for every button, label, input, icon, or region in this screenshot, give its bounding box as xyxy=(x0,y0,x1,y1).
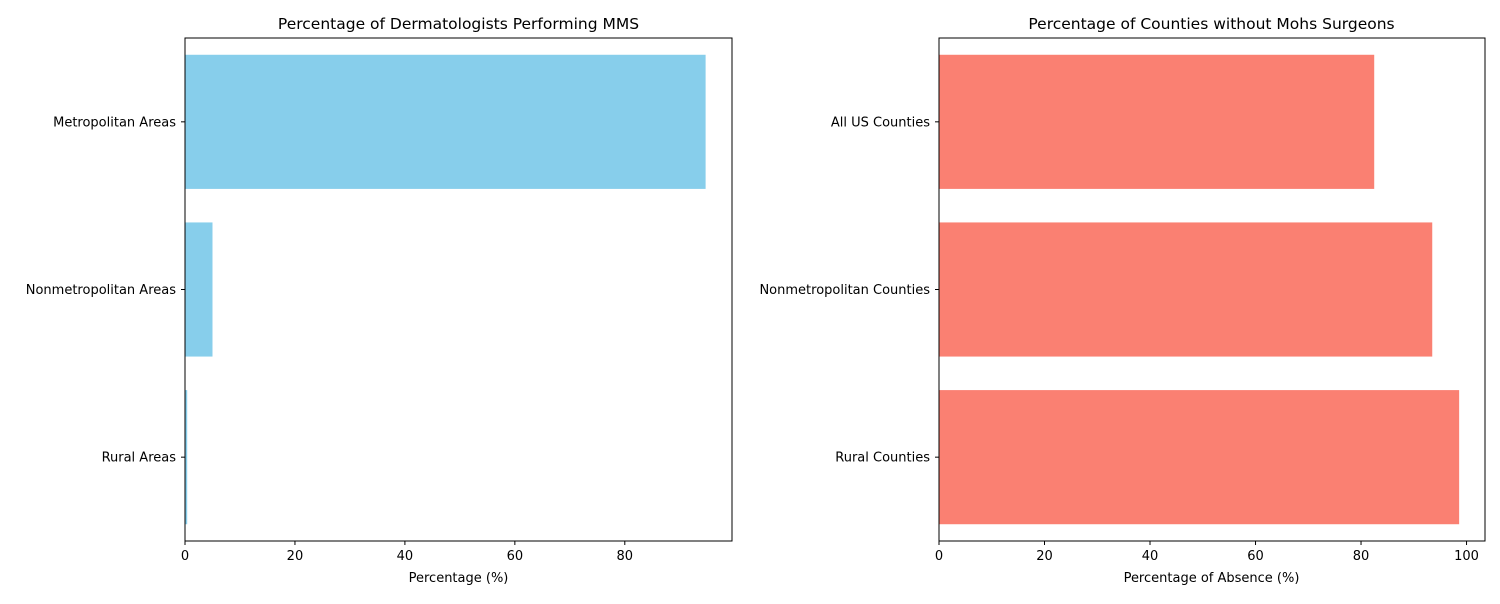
y-tick-label: All US Counties xyxy=(831,115,930,130)
bar-0 xyxy=(185,54,706,189)
bar-2 xyxy=(185,390,188,525)
bar-0 xyxy=(939,54,1375,189)
chart-counties-without-mohs: Percentage of Counties without Mohs Surg… xyxy=(759,15,1486,586)
chart-title: Percentage of Dermatologists Performing … xyxy=(278,15,639,33)
bars xyxy=(939,54,1460,525)
y-tick-label: Rural Areas xyxy=(102,451,177,466)
chart-dermatologists-mms: Percentage of Dermatologists Performing … xyxy=(26,15,733,586)
x-axis-ticks: 0 20 40 60 80 xyxy=(181,541,633,564)
x-tick-label: 60 xyxy=(507,549,524,564)
x-tick-label: 60 xyxy=(1247,549,1264,564)
chart-title: Percentage of Counties without Mohs Surg… xyxy=(1028,15,1394,33)
x-tick-label: 100 xyxy=(1454,549,1479,564)
x-tick-label: 40 xyxy=(1142,549,1159,564)
y-tick-label: Nonmetropolitan Counties xyxy=(759,283,930,298)
y-axis-ticks: Metropolitan Areas Nonmetropolitan Areas R… xyxy=(26,115,185,466)
x-tick-label: 0 xyxy=(935,549,943,564)
x-tick-label: 80 xyxy=(1353,549,1370,564)
x-tick-label: 80 xyxy=(617,549,634,564)
x-axis-ticks: 0 20 40 60 80 100 xyxy=(935,541,1479,564)
y-axis-ticks: All US Counties Nonmetropolitan Counties R… xyxy=(759,115,939,466)
bars xyxy=(185,54,706,525)
x-tick-label: 20 xyxy=(287,549,304,564)
x-tick-label: 0 xyxy=(181,549,189,564)
x-tick-label: 40 xyxy=(397,549,414,564)
bar-1 xyxy=(939,222,1433,357)
x-tick-label: 20 xyxy=(1036,549,1053,564)
y-tick-label: Rural Counties xyxy=(835,451,930,466)
bar-2 xyxy=(939,390,1460,525)
y-tick-label: Metropolitan Areas xyxy=(53,115,176,130)
y-tick-label: Nonmetropolitan Areas xyxy=(26,283,176,298)
x-axis-label: Percentage of Absence (%) xyxy=(1124,571,1300,586)
x-axis-label: Percentage (%) xyxy=(409,571,509,586)
bar-1 xyxy=(185,222,213,357)
